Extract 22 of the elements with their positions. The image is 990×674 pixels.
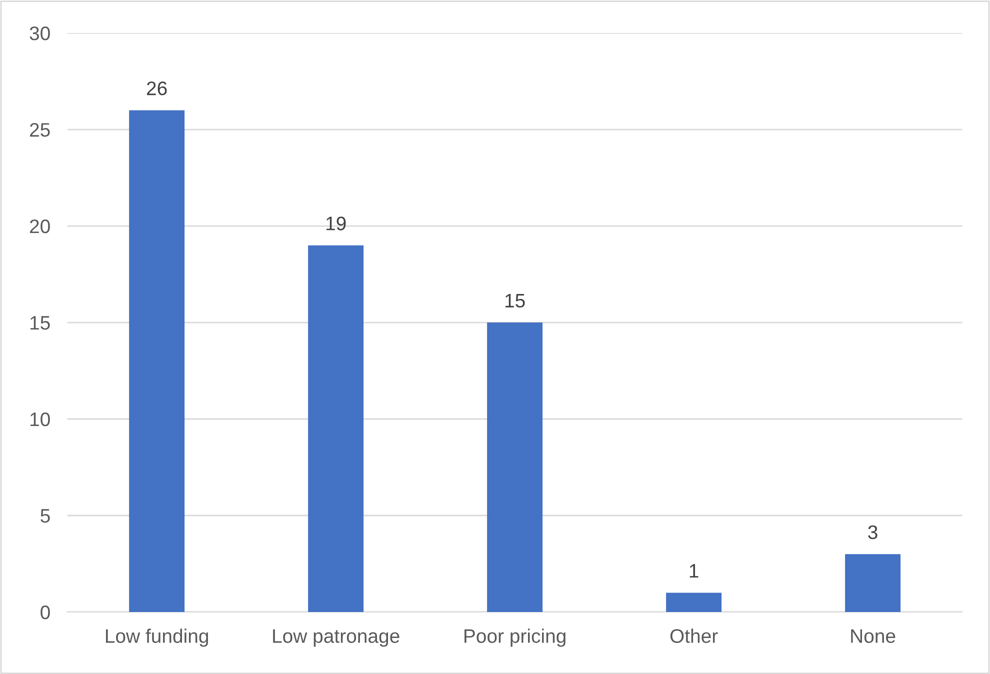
bar: [129, 110, 185, 612]
bar: [666, 592, 722, 612]
data-label: 3: [868, 525, 878, 540]
data-label: 19: [326, 216, 346, 230]
x-tick-label: Other: [670, 628, 718, 643]
y-tick-label: 0: [40, 605, 50, 620]
x-tick-label: Low patronage: [273, 629, 400, 647]
data-label: 15: [505, 294, 525, 308]
y-tick-label: 25: [30, 122, 50, 137]
bar: [487, 322, 543, 612]
y-tick-label: 10: [30, 412, 50, 426]
x-tick-label: None: [851, 629, 896, 643]
y-tick-label: 20: [30, 219, 50, 234]
y-tick-label: 30: [30, 26, 50, 40]
bar: [308, 245, 364, 612]
y-tick-label: 15: [30, 316, 50, 330]
x-tick-label: Low funding: [106, 628, 208, 647]
data-label: 1: [690, 564, 698, 578]
y-tick-label: 5: [40, 509, 50, 523]
data-label: 26: [146, 82, 167, 96]
x-tick-label: Poor pricing: [464, 628, 566, 647]
bar: [845, 554, 901, 612]
